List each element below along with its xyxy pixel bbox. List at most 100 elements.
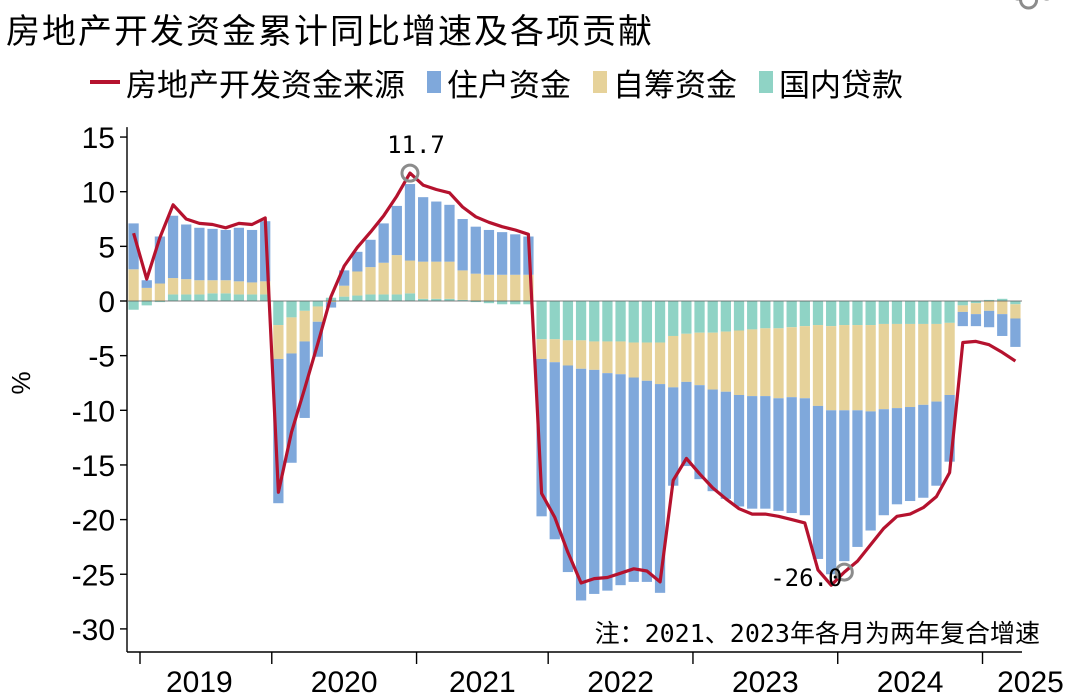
bar-household [760,396,771,509]
bar-selfraised [997,301,1008,315]
bar-household [431,201,442,262]
bar-household [260,221,271,282]
bar-loans [431,298,442,301]
bar-loans [957,301,968,306]
bar-household [470,226,481,274]
bar-selfraised [470,273,481,301]
bar-household [589,369,600,594]
bar-household [286,353,297,463]
bar-selfraised [944,322,955,395]
bar-loans [904,301,916,324]
legend-label-household: 住户资金 [447,67,571,104]
bar-loans [141,301,152,306]
bar-loans [707,301,718,333]
bar-loans [799,301,810,327]
bar-loans [589,301,600,342]
bar-loans [628,301,639,343]
bar-selfraised [444,261,455,299]
x-tick-label: 2020 [311,666,378,699]
y-tick-label: -15 [72,450,115,483]
bar-selfraised [457,270,468,300]
bar-household [457,219,468,271]
bar-loans [352,295,363,301]
bar-selfraised [365,267,376,295]
bar-loans [852,301,863,326]
y-tick-label: 0 [98,286,115,319]
bar-household [444,204,455,262]
bar-selfraised [483,274,495,301]
bar-loans [510,301,521,305]
bar-loans [575,301,587,341]
bar-selfraised [694,332,705,386]
x-tick-label: 2023 [732,666,799,699]
bar-loans [496,301,508,305]
bar-household [536,358,547,517]
bar-loans [167,294,179,301]
bar-selfraised [852,325,863,411]
bar-selfraised [878,323,889,410]
bar-household [510,234,521,275]
bar-household [641,380,653,582]
x-tick-label: 2021 [449,666,516,699]
legend-loans-swatch [759,71,773,93]
bar-household [628,377,639,582]
bar-loans [220,293,231,301]
data-label: -5.5 [998,0,1056,6]
bar-household [747,396,758,509]
bar-household [931,401,942,486]
bar-loans [944,301,955,323]
y-tick-label: -20 [72,505,115,538]
bar-loans [760,301,771,329]
bar-loans [549,301,560,340]
bar-loans [970,301,982,304]
bar-household [983,310,995,328]
bar-household [233,227,245,282]
bar-loans [839,301,850,326]
bar-household [694,385,705,480]
bar-loans [602,301,613,342]
bar-selfraised [404,260,416,294]
bar-loans [536,301,547,340]
bar-loans [812,301,824,326]
bar-selfraised [339,285,350,297]
bar-selfraised [931,323,942,402]
bar-selfraised [891,323,903,409]
bar-selfraised [536,339,547,359]
bar-selfraised [299,310,310,342]
bar-household [602,373,613,591]
bar-selfraised [575,340,587,369]
bar-selfraised [562,340,574,366]
legend-item-household: 住户资金 [427,60,571,105]
bar-loans [891,301,903,324]
bar-loans [246,294,258,301]
bar-loans [523,301,534,305]
bar-household [865,411,876,531]
bar-loans [128,301,139,310]
bar-loans [194,294,205,301]
bar-loans [562,301,574,341]
bar-loans [299,301,310,311]
bar-loans [154,301,166,303]
x-tick-label: 2025 [997,666,1064,699]
data-label: 11.7 [387,131,445,159]
bar-selfraised [207,280,218,294]
bar-household [181,224,192,280]
bar-selfraised [957,305,968,312]
bar-household [483,229,495,275]
bar-household [707,389,718,492]
bar-household [352,251,363,272]
peak-marker [834,562,854,582]
bar-selfraised [760,328,771,397]
bar-household [167,215,179,279]
bar-selfraised [786,327,797,398]
legend-line-swatch [90,80,120,84]
bar-loans [418,298,429,301]
bar-selfraised [904,323,916,408]
bar-selfraised [378,262,389,295]
bar-household [404,184,416,261]
y-tick-label: 15 [82,122,115,155]
bar-loans [694,301,705,333]
bar-selfraised [733,330,745,395]
bar-household [391,205,402,256]
